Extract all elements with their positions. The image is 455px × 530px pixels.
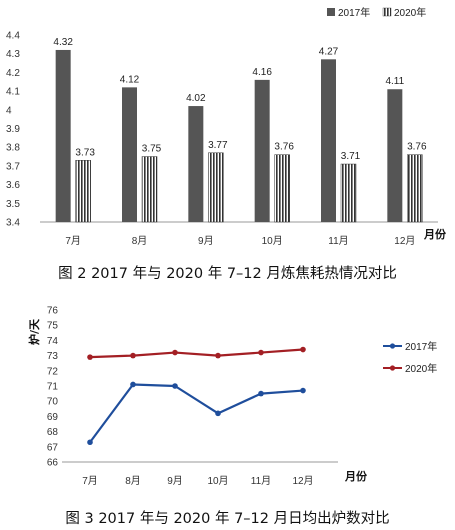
- y-tick-label: 3.4: [6, 218, 20, 229]
- bar-2017年-9月: [188, 106, 204, 222]
- y-tick-label: 3.6: [6, 180, 20, 191]
- y-tick-label: 4.2: [6, 68, 20, 79]
- y-tick-label: 3.9: [6, 124, 20, 135]
- y-tick-label: 76: [47, 306, 59, 317]
- series-line-2017年: [89, 383, 304, 443]
- data-label: 4.02: [186, 93, 206, 104]
- bar-2020年-9月: [208, 152, 224, 223]
- y-tick-label: 4.4: [6, 31, 20, 42]
- point-2017年-12月: [300, 387, 306, 394]
- legend-swatch-2017: [327, 8, 335, 16]
- y-tick-label: 70: [47, 397, 59, 408]
- y-tick-label: 4.1: [6, 87, 20, 98]
- x-tick-label: 10月: [262, 235, 283, 247]
- legend-marker-2020: [389, 365, 396, 371]
- bar-2017年-12月: [387, 89, 403, 222]
- point-2017年-7月: [87, 439, 93, 446]
- x-axis-label: 月份: [423, 227, 447, 241]
- x-axis-label: 月份: [344, 469, 368, 483]
- legend-label-2017: 2017年: [405, 340, 437, 353]
- point-2020年-7月: [87, 354, 93, 360]
- chart-legend: 2017年 2020年: [383, 340, 437, 375]
- bars: [55, 49, 423, 223]
- bar-2017年-7月: [55, 49, 71, 223]
- data-label: 3.71: [341, 151, 361, 162]
- x-tick-label: 12月: [394, 235, 415, 247]
- x-tick-label: 9月: [198, 235, 214, 247]
- data-labels: 4.32 3.73 4.12 3.75 4.02 3.77 4.16 3.76 4.27 3.71…: [53, 37, 427, 162]
- x-tick-label: 7月: [65, 235, 81, 247]
- data-label: 4.16: [252, 67, 272, 78]
- y-tick-label: 67: [47, 442, 59, 453]
- x-tick-label: 10月: [207, 475, 228, 487]
- data-label: 3.75: [142, 144, 162, 155]
- data-label: 4.12: [120, 74, 140, 85]
- figure-3-caption: 图 3 2017 年与 2020 年 7–12 月日均出炉数对比: [65, 511, 390, 527]
- legend-swatch-2020: [382, 7, 392, 17]
- x-tick-label: 8月: [125, 475, 141, 487]
- point-2017年-9月: [172, 383, 178, 389]
- point-2020年-11月: [258, 349, 264, 356]
- bar-2020年-7月: [75, 160, 91, 223]
- data-label: 4.11: [385, 76, 404, 87]
- point-2020年-10月: [215, 352, 221, 359]
- y-tick-label: 74: [47, 336, 59, 347]
- legend-label-2017: 2017年: [338, 6, 370, 19]
- y-tick-label: 4: [6, 105, 12, 116]
- series-lines: [87, 346, 306, 446]
- data-label: 4.27: [319, 46, 339, 57]
- y-axis-ticks: 66 67 68 69 70 71 72 73 74 75 76: [47, 306, 59, 469]
- point-2020年-8月: [130, 352, 136, 359]
- y-tick-label: 69: [47, 412, 59, 423]
- y-tick-label: 3.7: [6, 161, 20, 172]
- data-label: 3.73: [75, 147, 95, 158]
- y-tick-label: 72: [47, 366, 59, 377]
- x-axis-ticks: 7月 8月 9月 10月 11月 12月: [65, 235, 415, 247]
- point-2017年-10月: [215, 410, 221, 417]
- x-tick-label: 9月: [167, 475, 183, 487]
- bar-chart-heat-consumption: 2017年 2020年 3.4 3.5 3.6 3.7 3.8 3.9 4 4.1 4.2 4.3…: [6, 6, 447, 247]
- x-tick-label: 7月: [82, 475, 98, 487]
- chart-legend: 2017年 2020年: [327, 6, 426, 19]
- x-tick-label: 11月: [328, 235, 348, 247]
- bar-2017年-8月: [122, 87, 137, 222]
- y-tick-label: 75: [47, 321, 59, 332]
- x-tick-label: 11月: [251, 475, 271, 487]
- data-label: 3.76: [274, 142, 294, 153]
- legend-marker-2017: [389, 343, 396, 349]
- y-tick-label: 71: [47, 382, 59, 393]
- legend-label-2020: 2020年: [405, 362, 437, 375]
- line-chart-daily-pushes: 炉/天 66 67 68 69 70 71 72 73 74 75 76 7月 8月 9月 10月 11月 1…: [27, 306, 437, 488]
- y-tick-label: 68: [47, 427, 59, 438]
- y-tick-label: 73: [47, 351, 59, 362]
- bar-2017年-10月: [254, 79, 270, 222]
- bar-2017年-11月: [321, 59, 336, 223]
- point-2020年-12月: [300, 346, 306, 353]
- y-tick-label: 3.8: [6, 143, 20, 154]
- y-axis-ticks: 3.4 3.5 3.6 3.7 3.8 3.9 4 4.1 4.2 4.3 4.4: [6, 31, 20, 229]
- y-tick-label: 66: [47, 458, 59, 469]
- data-label: 4.32: [53, 37, 73, 48]
- bar-2020年-10月: [274, 154, 290, 223]
- bar-2020年-12月: [407, 154, 423, 223]
- point-2020年-9月: [172, 349, 178, 356]
- y-tick-label: 3.5: [6, 199, 20, 210]
- data-label: 3.77: [208, 140, 228, 151]
- legend-label-2020: 2020年: [394, 6, 426, 19]
- y-tick-label: 4.3: [6, 49, 20, 60]
- x-tick-label: 12月: [292, 475, 313, 487]
- figure-2-caption: 图 2 2017 年与 2020 年 7–12 月炼焦耗热情况对比: [58, 266, 397, 282]
- data-label: 3.76: [407, 142, 427, 153]
- x-tick-label: 8月: [132, 235, 148, 247]
- point-2017年-8月: [130, 381, 136, 388]
- point-2017年-11月: [258, 390, 264, 397]
- bar-2020年-11月: [340, 163, 357, 223]
- x-axis-ticks: 7月 8月 9月 10月 11月 12月: [82, 475, 313, 487]
- y-axis-label: 炉/天: [27, 318, 41, 345]
- bar-2020年-8月: [141, 156, 158, 223]
- series-line-2020年: [89, 348, 304, 359]
